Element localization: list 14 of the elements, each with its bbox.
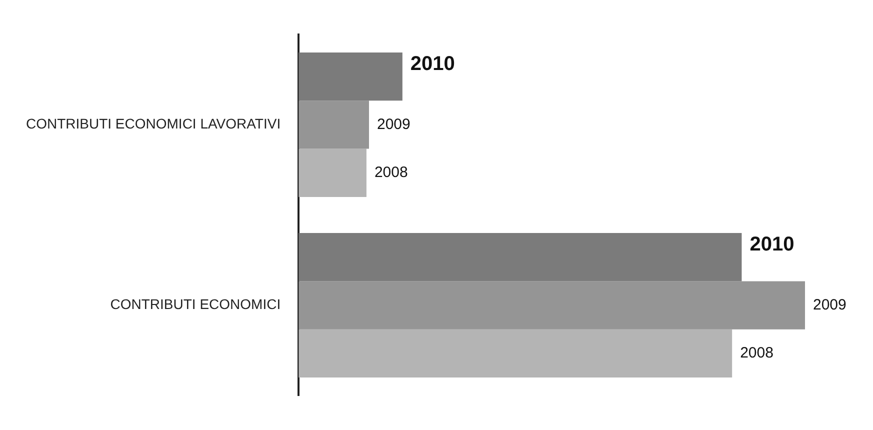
- y-tick-label: CONTRIBUTI ECONOMICI: [110, 296, 281, 312]
- bar: [298, 281, 805, 330]
- series-label: 2009: [377, 116, 410, 133]
- text: 2009: [813, 296, 846, 314]
- y-tick-label: CONTRIBUTI ECONOMICI LAVORATIVI: [26, 116, 281, 132]
- bar: [298, 100, 369, 149]
- text: 2010: [750, 234, 794, 256]
- text: 2008: [740, 344, 774, 362]
- series-label: 2008: [374, 164, 408, 181]
- bar: [298, 148, 366, 197]
- bar: [298, 233, 742, 282]
- bar: [298, 329, 732, 378]
- series-label: 2010: [410, 53, 455, 76]
- bar: [298, 52, 402, 101]
